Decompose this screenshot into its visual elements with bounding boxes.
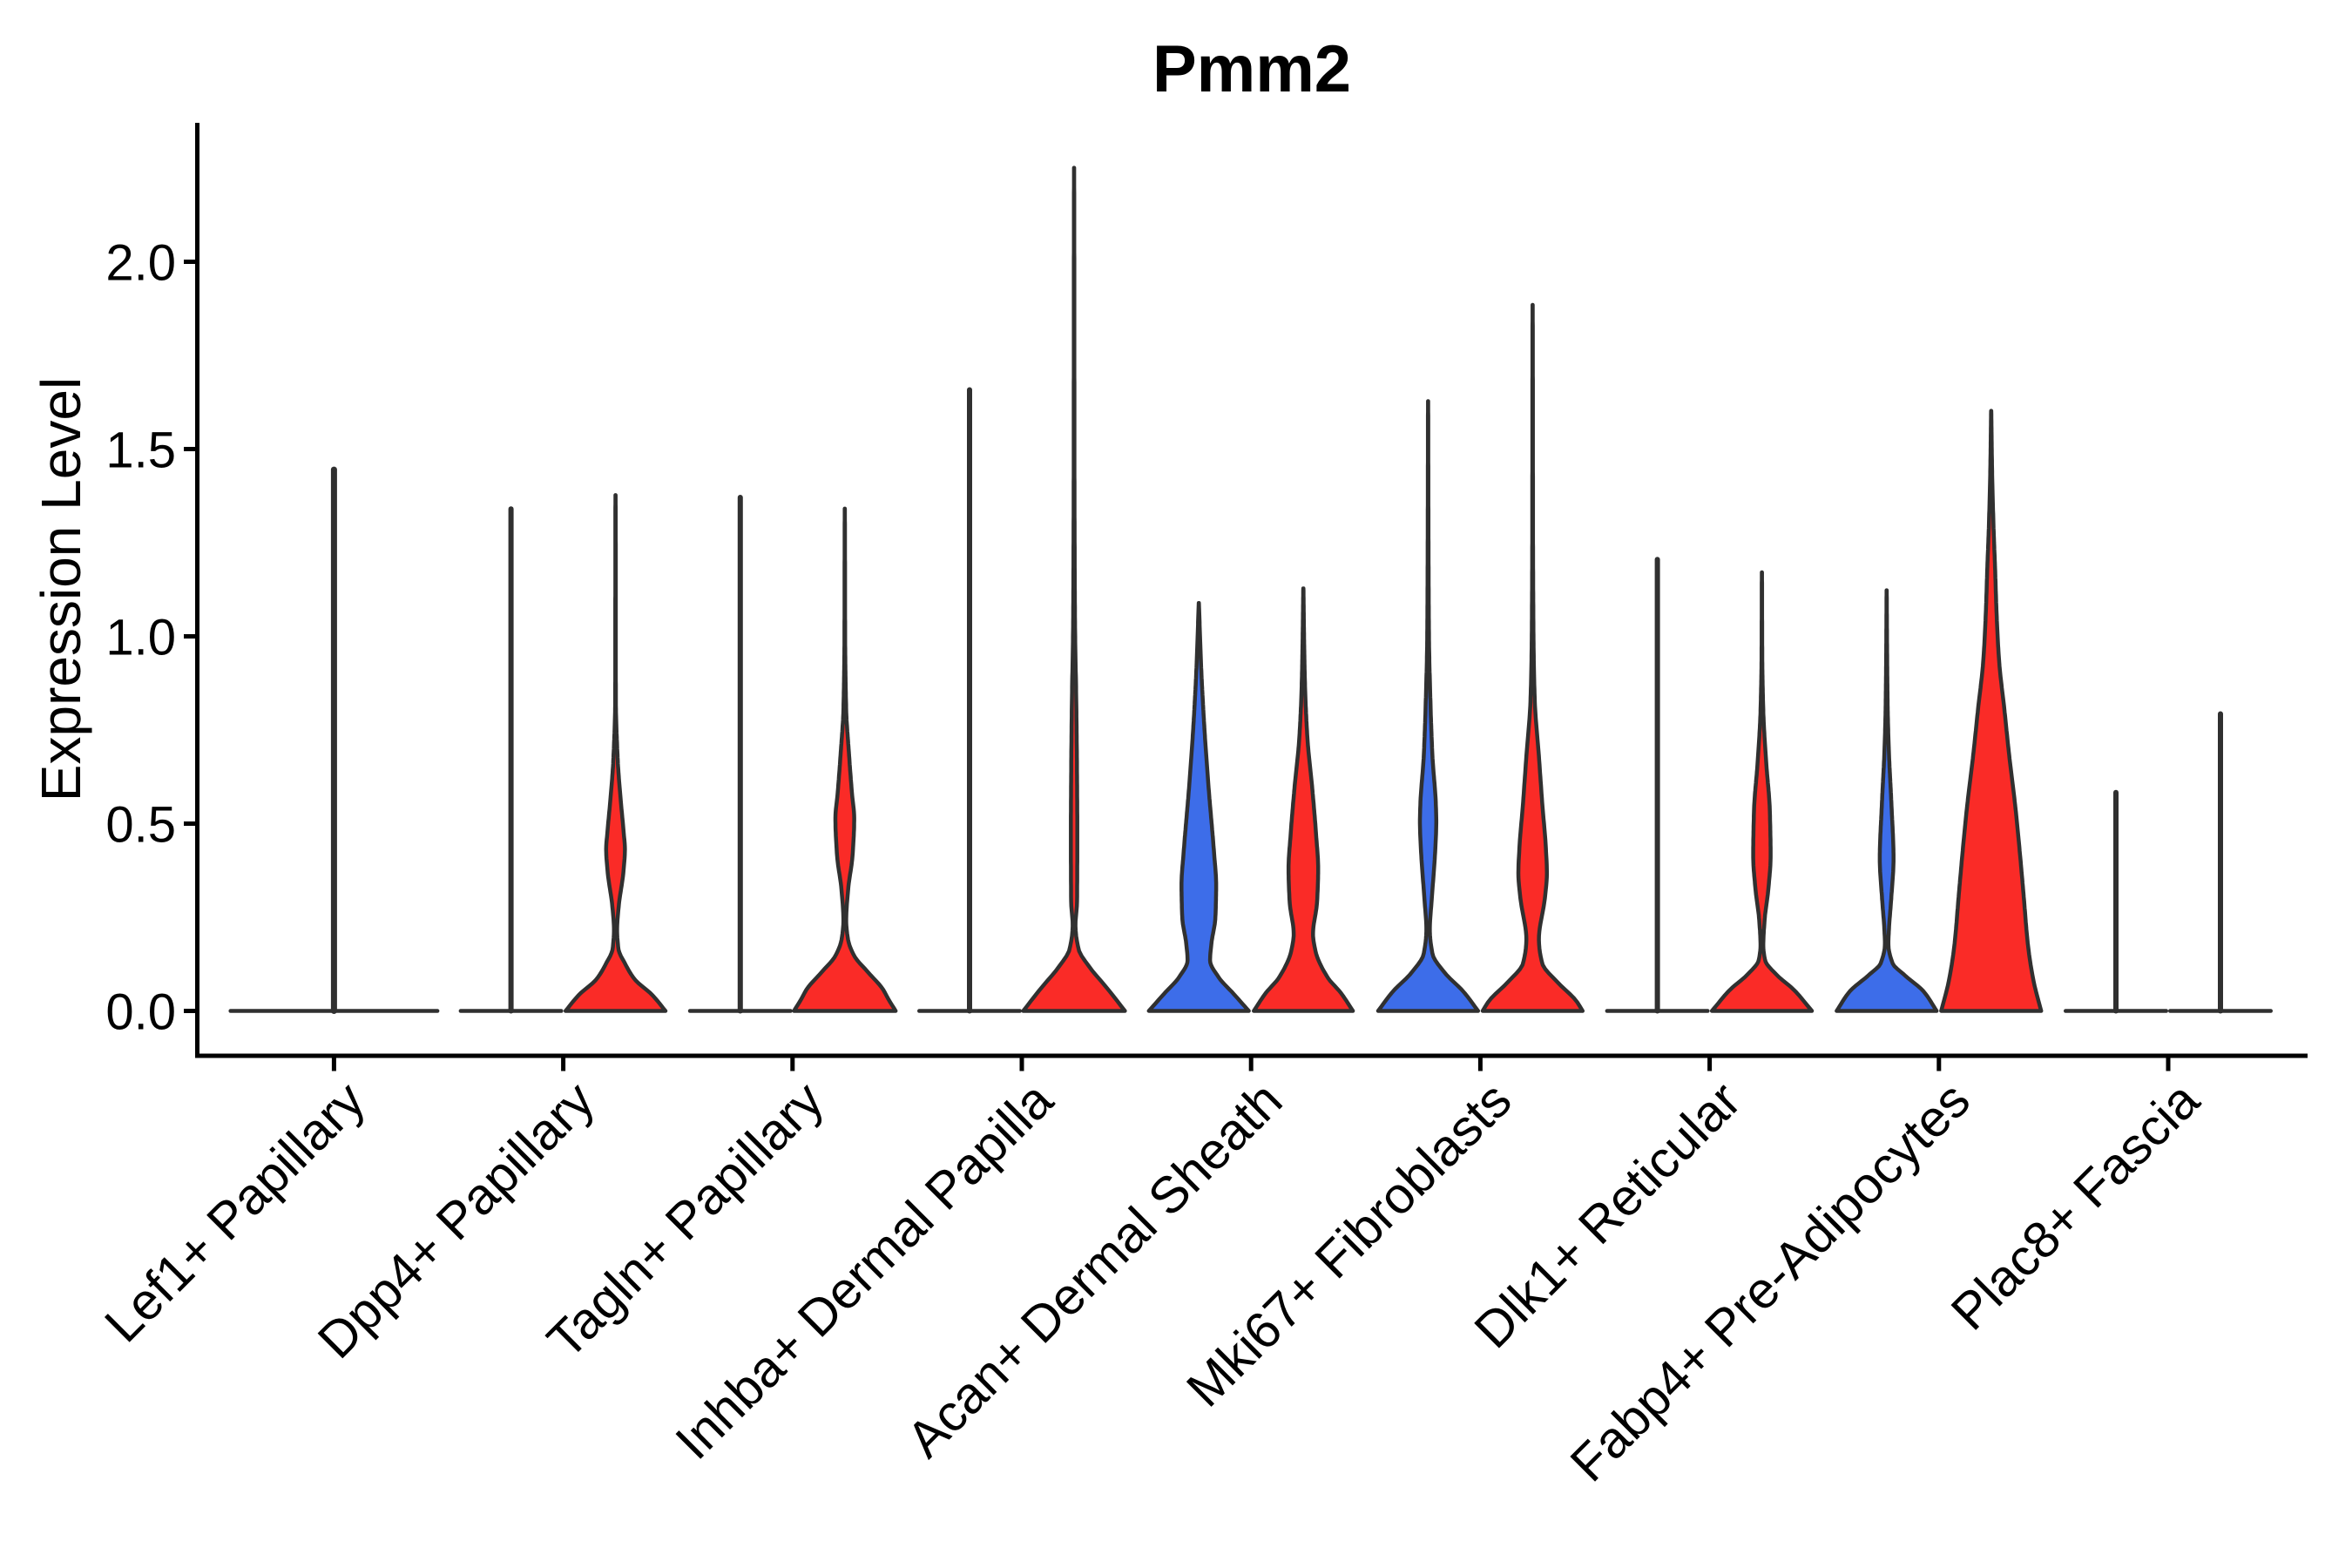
svg-text:0.5: 0.5 xyxy=(105,797,176,854)
svg-text:1.0: 1.0 xyxy=(105,610,176,666)
svg-text:0.0: 0.0 xyxy=(105,984,176,1041)
svg-text:Pmm2: Pmm2 xyxy=(1152,32,1351,106)
svg-text:1.5: 1.5 xyxy=(105,422,176,479)
svg-text:Expression Level: Expression Level xyxy=(30,377,92,801)
svg-text:2.0: 2.0 xyxy=(105,235,176,292)
